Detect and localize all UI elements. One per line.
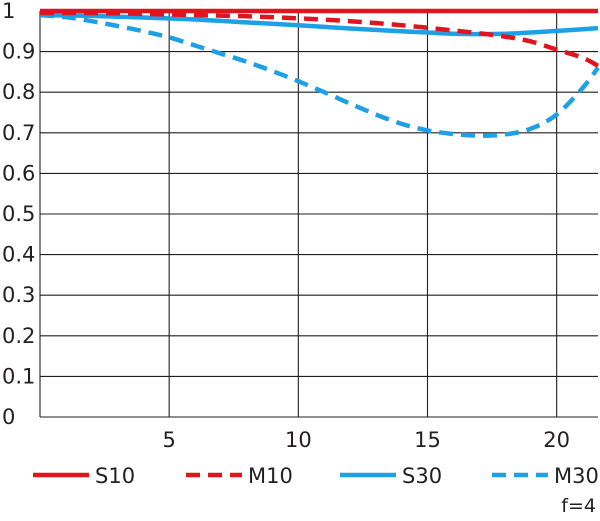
series-line-s30	[39, 12, 599, 37]
y-tick-label: 0.1	[2, 364, 35, 388]
legend-label-m30: M30	[554, 464, 599, 488]
legend-label-m10: M10	[248, 464, 293, 488]
series-line-m10	[39, 10, 600, 68]
y-tick-label: 0.9	[2, 40, 35, 64]
series-line-m30	[39, 12, 600, 138]
legend: S10 M10 S30 M30	[33, 464, 599, 488]
legend-label-s30: S30	[402, 464, 442, 488]
x-tick-label: 5	[162, 428, 175, 452]
aperture-note: f=4	[561, 495, 596, 517]
y-tick-label: 0.3	[2, 283, 35, 307]
y-tick-label: 1	[2, 0, 15, 23]
x-tick-label: 10	[285, 428, 312, 452]
x-tick-label: 15	[414, 428, 441, 452]
legend-label-s10: S10	[95, 464, 135, 488]
y-tick-label: 0.8	[2, 80, 35, 104]
y-tick-label: 0	[2, 405, 15, 429]
series-lines	[39, 8, 600, 138]
tick-labels: 00.10.20.30.40.50.60.70.80.915 10 15 20	[2, 0, 570, 452]
y-tick-label: 0.7	[2, 121, 35, 145]
y-tick-label: 0.2	[2, 324, 35, 348]
y-tick-label: 0.4	[2, 243, 35, 267]
grid	[39, 10, 598, 418]
y-tick-label: 0.5	[2, 202, 35, 226]
x-tick-label: 20	[543, 428, 570, 452]
y-tick-label: 0.6	[2, 161, 35, 185]
